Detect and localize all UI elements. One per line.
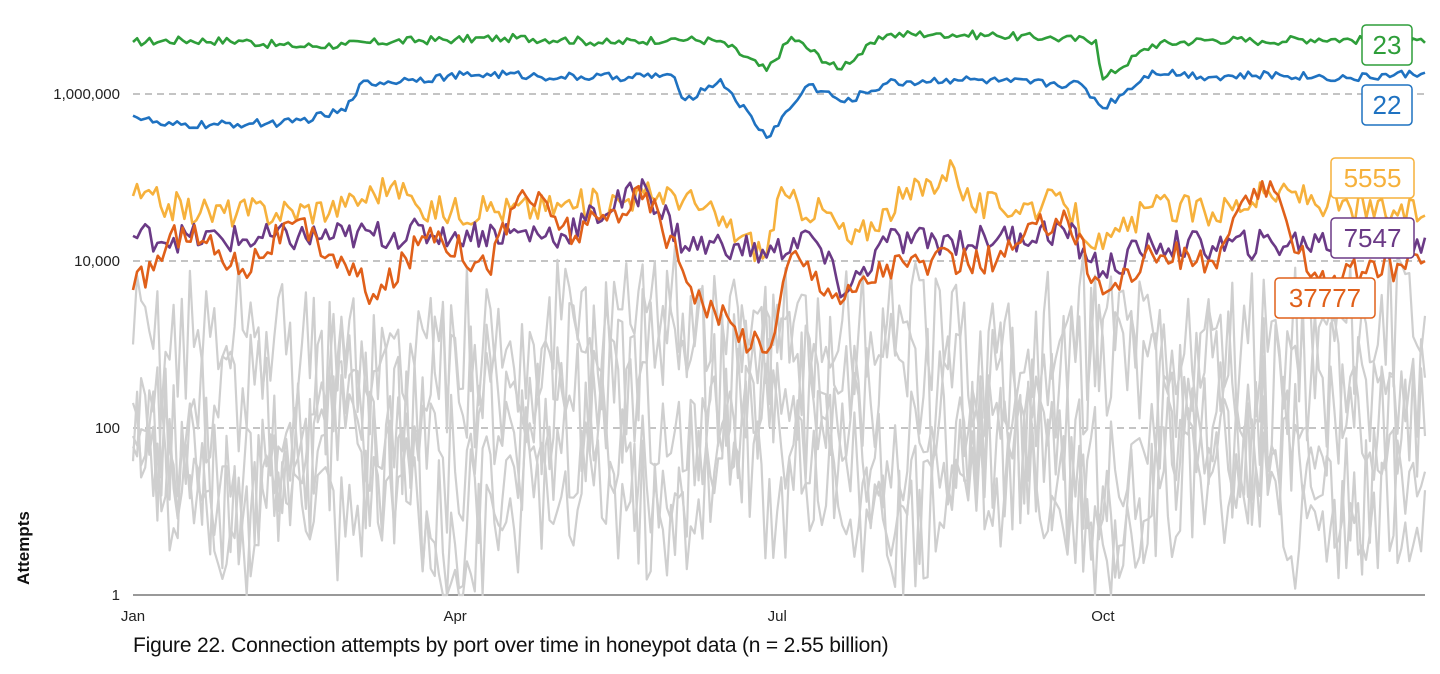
series-line-port-5555 — [131, 159, 1426, 263]
highlighted-port-lines — [131, 29, 1427, 354]
series-label-box — [1361, 24, 1413, 66]
other-port-line — [131, 362, 1427, 597]
series-label-text: 37777 — [1289, 283, 1361, 313]
series-label-text: 23 — [1373, 30, 1402, 60]
series-label-port-5555: 5555 — [1330, 157, 1415, 199]
series-label-port-7547: 7547 — [1330, 217, 1415, 259]
series-label-box — [1330, 217, 1415, 259]
other-port-line — [131, 307, 1427, 597]
series-label-port-22: 22 — [1361, 84, 1413, 126]
series-line-port-22 — [132, 68, 1426, 139]
y-axis-label: Attempts — [14, 511, 33, 585]
series-label-text: 7547 — [1344, 223, 1402, 253]
x-tick-label: Jul — [768, 608, 787, 625]
series-label-box — [1330, 157, 1415, 199]
grid-lines — [133, 93, 1425, 596]
other-port-line — [131, 244, 1427, 441]
x-tick-label: Jan — [121, 608, 145, 625]
other-port-lines — [131, 244, 1427, 597]
x-tick-label: Apr — [443, 608, 466, 625]
y-tick-label: 100 — [95, 420, 120, 437]
y-tick-labels: 1 100 10,000 1,000,000 — [53, 86, 120, 604]
series-label-port-37777: 37777 — [1274, 277, 1376, 319]
other-port-line — [131, 245, 1427, 582]
figure-caption: Figure 22. Connection attempts by port o… — [133, 634, 889, 657]
series-label-text: 22 — [1373, 90, 1402, 120]
series-line-port-7547 — [132, 178, 1427, 299]
series-line-port-37777 — [131, 180, 1426, 354]
y-tick-label: 1 — [112, 587, 120, 604]
x-tick-labels: Jan Apr Jul Oct — [121, 608, 1115, 625]
series-label-box — [1361, 84, 1413, 126]
y-tick-label: 10,000 — [74, 253, 120, 270]
series-line-port-23 — [132, 29, 1426, 81]
series-end-labels: 23 22 5555 7547 37777 — [1274, 24, 1415, 319]
series-label-port-23: 23 — [1361, 24, 1413, 66]
line-chart: 1 100 10,000 1,000,000 Jan Apr Jul Oct 23 22 555… — [14, 24, 1427, 625]
series-label-text: 5555 — [1344, 163, 1402, 193]
y-tick-label: 1,000,000 — [53, 86, 120, 103]
series-label-box — [1274, 277, 1376, 319]
x-tick-label: Oct — [1091, 608, 1115, 625]
